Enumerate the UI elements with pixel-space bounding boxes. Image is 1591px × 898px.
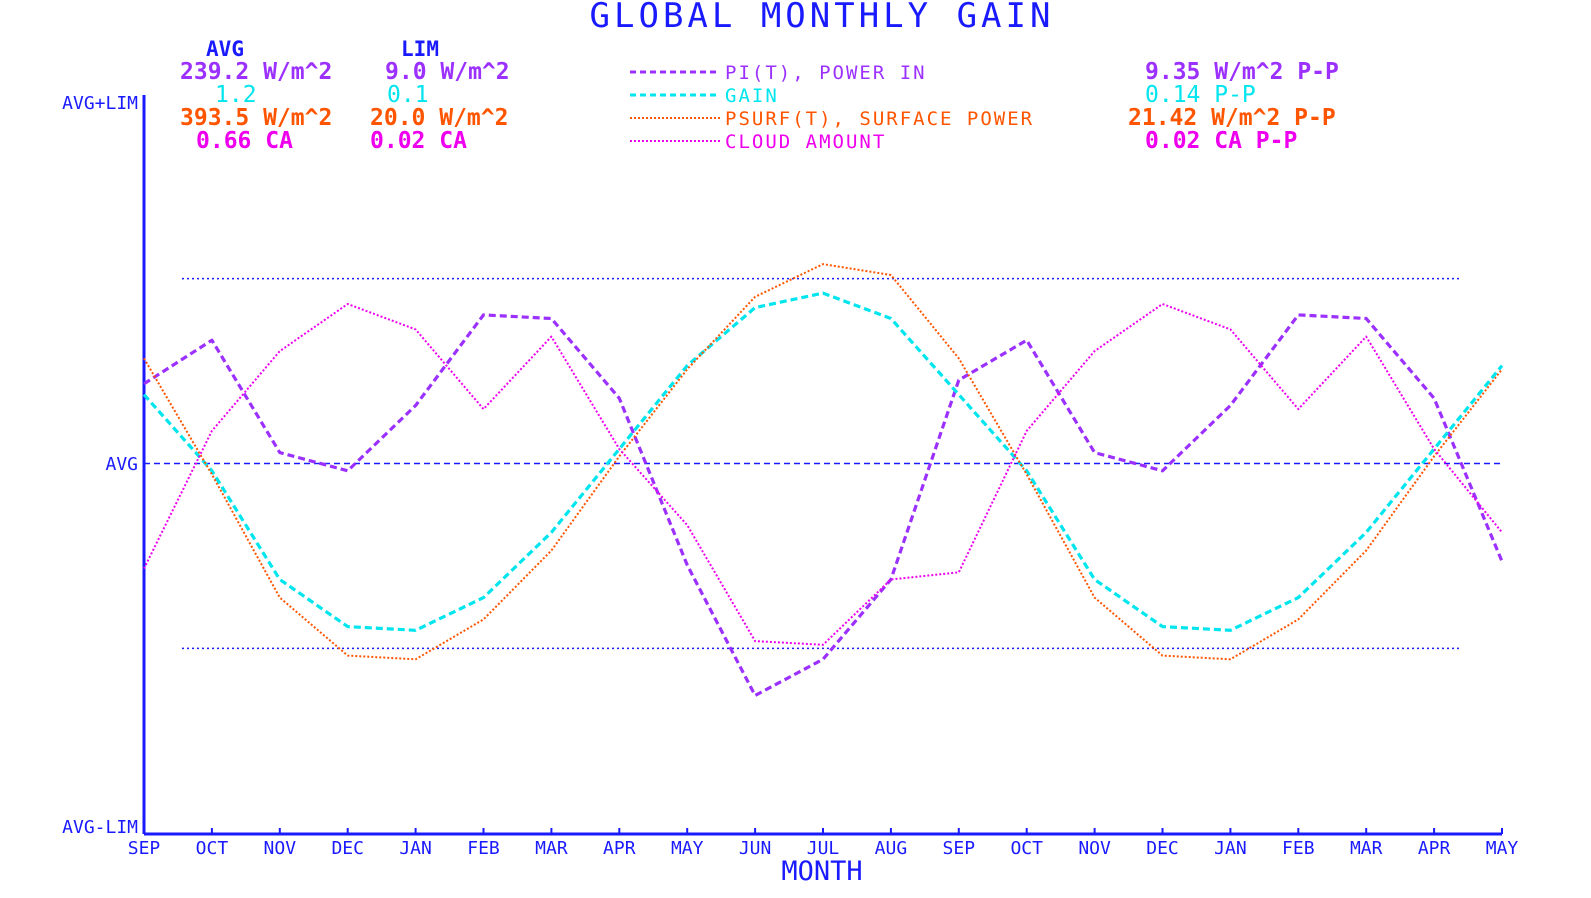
series-layer	[142, 263, 1504, 698]
x-tick-label: FEB	[1282, 838, 1315, 859]
series-line-1	[142, 291, 1504, 632]
legend-label-power-in: PI(T), POWER IN	[725, 62, 927, 84]
x-tick-label: SEP	[943, 838, 976, 859]
x-tick-label: JAN	[1214, 838, 1247, 859]
x-tick-label: NOV	[1078, 838, 1111, 859]
x-tick-label: MAR	[535, 838, 568, 859]
legend-avg-gain: 1.2	[215, 82, 257, 108]
legend-pp-cloud-amount: 0.02 CA P-P	[1145, 128, 1297, 154]
x-tick-label: SEP	[128, 838, 161, 859]
x-tick-label: MAR	[1350, 838, 1383, 859]
x-tick-label: DEC	[1146, 838, 1179, 859]
x-tick-label: OCT	[196, 838, 229, 859]
x-tick-label: JUN	[739, 838, 772, 859]
chart-title: GLOBAL MONTHLY GAIN	[590, 0, 1055, 36]
x-axis-label: MONTH	[781, 856, 862, 887]
legend-lim-power-in: 9.0 W/m^2	[385, 59, 510, 85]
series-line-2	[143, 263, 1503, 661]
x-ticks: SEP OCT NOV DEC JAN FEB MAR APR MAY JUN JUL AUG SEP O…	[128, 828, 1519, 859]
x-tick-label: OCT	[1010, 838, 1043, 859]
legend-avg-power-in: 239.2 W/m^2	[180, 59, 332, 85]
legend-label-gain: GAIN	[725, 85, 779, 107]
y-tick-middle: AVG	[105, 454, 138, 475]
legend-pp-surface-power: 21.42 W/m^2 P-P	[1128, 105, 1336, 131]
series-line-0	[143, 313, 1504, 698]
x-tick-label: MAY	[671, 838, 704, 859]
legend-header-lim: LIM	[401, 37, 439, 61]
legend-avg-cloud-amount: 0.66 CA	[196, 128, 293, 154]
x-tick-label: DEC	[331, 838, 364, 859]
legend-lim-surface-power: 20.0 W/m^2	[370, 105, 508, 131]
legend-header-avg: AVG	[206, 37, 244, 61]
legend-pp-power-in: 9.35 W/m^2 P-P	[1145, 59, 1339, 85]
series-line-3	[143, 303, 1503, 646]
x-tick-label: AUG	[875, 838, 908, 859]
x-tick-label: MAY	[1486, 838, 1519, 859]
x-tick-label: APR	[603, 838, 636, 859]
legend-lim-cloud-amount: 0.02 CA	[370, 128, 467, 154]
legend-lim-gain: 0.1	[387, 82, 429, 108]
y-tick-bottom: AVG-LIM	[62, 817, 138, 838]
y-tick-top: AVG+LIM	[62, 93, 138, 114]
x-tick-label: JUL	[807, 838, 840, 859]
legend-label-surface-power: PSURF(T), SURFACE POWER	[725, 108, 1034, 130]
x-tick-label: NOV	[264, 838, 297, 859]
legend-avg-surface-power: 393.5 W/m^2	[180, 105, 332, 131]
x-tick-label: FEB	[467, 838, 500, 859]
x-tick-label: JAN	[399, 838, 432, 859]
legend-label-cloud-amount: CLOUD AMOUNT	[725, 131, 886, 153]
x-tick-label: APR	[1418, 838, 1451, 859]
legend-pp-gain: 0.14 P-P	[1145, 82, 1256, 108]
